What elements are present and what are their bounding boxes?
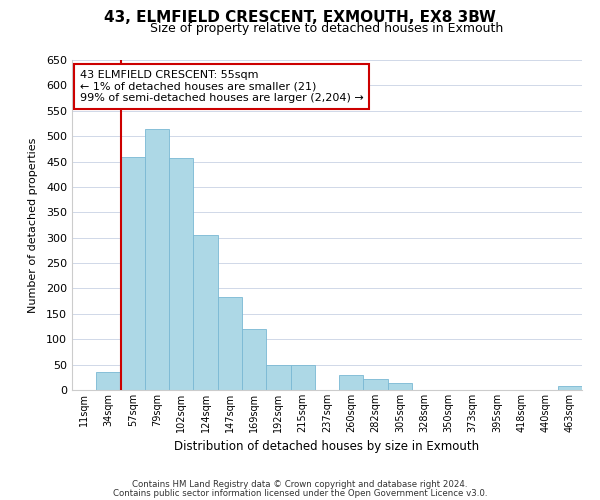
Bar [242,329,266,390]
Title: Size of property relative to detached houses in Exmouth: Size of property relative to detached ho… [151,22,503,35]
Bar [193,235,218,390]
Bar [388,384,412,390]
X-axis label: Distribution of detached houses by size in Exmouth: Distribution of detached houses by size … [175,440,479,454]
Bar [145,128,169,390]
Bar [218,297,242,390]
Bar [339,376,364,390]
Bar [96,372,121,390]
Bar [290,364,315,390]
Bar [364,379,388,390]
Bar [169,158,193,390]
Bar [558,386,582,390]
Text: 43 ELMFIELD CRESCENT: 55sqm
← 1% of detached houses are smaller (21)
99% of semi: 43 ELMFIELD CRESCENT: 55sqm ← 1% of deta… [80,70,364,103]
Text: 43, ELMFIELD CRESCENT, EXMOUTH, EX8 3BW: 43, ELMFIELD CRESCENT, EXMOUTH, EX8 3BW [104,10,496,25]
Text: Contains HM Land Registry data © Crown copyright and database right 2024.: Contains HM Land Registry data © Crown c… [132,480,468,489]
Text: Contains public sector information licensed under the Open Government Licence v3: Contains public sector information licen… [113,488,487,498]
Bar [121,158,145,390]
Y-axis label: Number of detached properties: Number of detached properties [28,138,38,312]
Bar [266,364,290,390]
